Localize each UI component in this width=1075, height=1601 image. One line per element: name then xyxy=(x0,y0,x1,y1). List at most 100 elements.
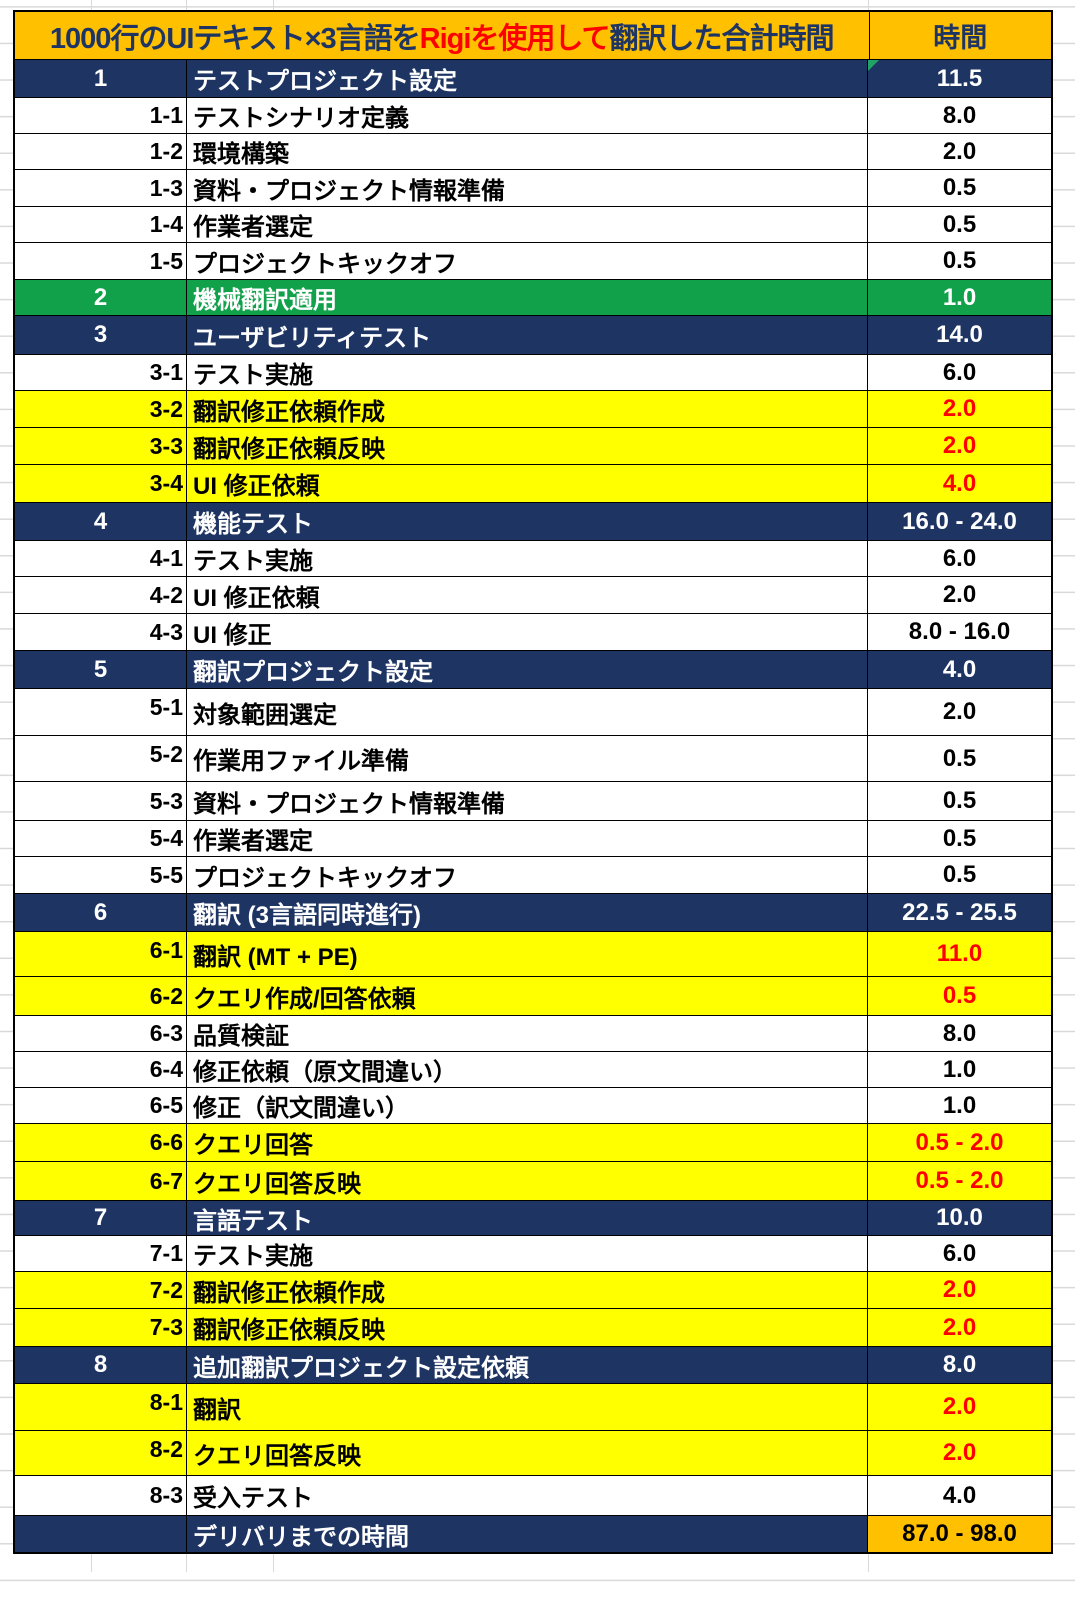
table-title-text: 1000行のUIテキスト×3言語を xyxy=(49,22,421,55)
table-row: 7-1 テスト実施 6.0 xyxy=(15,1236,1051,1272)
row-number-cell: 3-2 xyxy=(15,391,187,427)
time-cell: 2.0 xyxy=(868,1384,1051,1430)
task-label: デリバリまでの時間 xyxy=(193,1523,409,1551)
task-label: 翻訳修正依頼反映 xyxy=(193,435,385,463)
table-title: 1000行のUIテキスト×3言語を Rigiを使用して 翻訳した合計時間 xyxy=(15,12,870,59)
hours-value: 0.5 xyxy=(942,210,977,238)
row-number: 3-3 xyxy=(149,432,183,459)
task-cell: テスト実施 xyxy=(187,355,868,390)
task-cell: デリバリまでの時間 xyxy=(187,1516,868,1552)
hours-value: 11.0 xyxy=(936,940,983,967)
task-label: 機能テスト xyxy=(193,511,313,538)
table-row: 8-1 翻訳 2.0 xyxy=(15,1384,1051,1431)
row-number: 3-1 xyxy=(149,359,183,385)
hours-value: 4.0 xyxy=(942,1481,977,1509)
row-number-cell: 3 xyxy=(15,316,187,354)
hours-value: 10.0 xyxy=(936,1204,983,1231)
row-number-cell: 3-3 xyxy=(15,428,187,464)
task-cell: テストプロジェクト設定 xyxy=(187,60,868,97)
task-cell: 品質検証 xyxy=(187,1016,868,1051)
task-cell: 作業者選定 xyxy=(187,821,868,856)
row-number-cell: 6-6 xyxy=(15,1124,187,1161)
row-number: 3-2 xyxy=(149,395,183,422)
task-cell: UI 修正 xyxy=(187,614,868,650)
time-cell: 0.5 xyxy=(868,977,1051,1015)
hours-value: 0.5 xyxy=(942,824,977,852)
row-number-cell: 5 xyxy=(15,651,187,688)
hours-value: 6.0 xyxy=(942,1239,977,1267)
time-cell: 2.0 xyxy=(868,1272,1051,1308)
section-row: 8 追加翻訳プロジェクト設定依頼 8.0 xyxy=(15,1347,1051,1384)
task-label: 作業者選定 xyxy=(193,828,313,855)
row-number: 1-1 xyxy=(149,102,183,128)
hours-value: 8.0 xyxy=(942,1019,977,1047)
hours-value: 0.5 xyxy=(942,982,977,1009)
time-cell: 1.0 xyxy=(868,1052,1051,1087)
time-cell: 0.5 xyxy=(868,821,1051,856)
row-number: 7-1 xyxy=(149,1240,183,1266)
row-number-cell: 8-3 xyxy=(15,1476,187,1515)
table-row: 3-1 テスト実施 6.0 xyxy=(15,355,1051,391)
task-label: 修正依頼（原文間違い） xyxy=(193,1059,457,1086)
task-cell: 翻訳 (MT + PE) xyxy=(187,932,868,976)
section-row: 7 言語テスト 10.0 xyxy=(15,1201,1051,1236)
row-number: 7-2 xyxy=(149,1276,183,1303)
task-cell: 翻訳 xyxy=(187,1384,868,1430)
row-number: 6-6 xyxy=(149,1129,183,1155)
row-number: 4-2 xyxy=(149,581,183,608)
row-number-cell: 7-2 xyxy=(15,1272,187,1308)
row-number-cell: 1-5 xyxy=(15,243,187,279)
row-number-cell: 4 xyxy=(15,503,187,540)
time-cell: 6.0 xyxy=(868,355,1051,390)
table-row: 3-4 UI 修正依頼 4.0 xyxy=(15,465,1051,503)
time-cell: 2.0 xyxy=(868,391,1051,427)
row-number-cell: 1-3 xyxy=(15,170,187,206)
time-cell: 0.5 xyxy=(868,782,1051,820)
hours-value: 0.5 - 2.0 xyxy=(915,1128,1004,1156)
row-number-cell: 3-4 xyxy=(15,465,187,502)
task-label: 言語テスト xyxy=(193,1207,313,1235)
table-header-row: 1000行のUIテキスト×3言語を Rigiを使用して 翻訳した合計時間 時間 xyxy=(15,12,1051,60)
task-cell: クエリ回答反映 xyxy=(187,1162,868,1200)
time-cell: 1.0 xyxy=(868,1088,1051,1123)
row-number: 6-1 xyxy=(149,937,183,963)
row-number-cell: 7 xyxy=(15,1201,187,1235)
task-label: プロジェクトキックオフ xyxy=(193,250,457,278)
time-cell: 6.0 xyxy=(868,1236,1051,1271)
task-cell: 翻訳プロジェクト設定 xyxy=(187,651,868,688)
table-row: 1-5 プロジェクトキックオフ 0.5 xyxy=(15,243,1051,280)
time-cell: 8.0 xyxy=(868,1016,1051,1051)
row-number-cell: 5-1 xyxy=(15,689,187,735)
task-label: 品質検証 xyxy=(193,1023,289,1050)
task-label: 翻訳プロジェクト設定 xyxy=(193,659,433,686)
hours-value: 2.0 xyxy=(942,432,977,459)
hours-value: 14.0 xyxy=(936,321,983,348)
task-cell: 機械翻訳適用 xyxy=(187,280,868,315)
row-number-cell: 5-2 xyxy=(15,736,187,781)
row-number-cell: 4-3 xyxy=(15,614,187,650)
time-cell: 2.0 xyxy=(868,428,1051,464)
task-cell: UI 修正依頼 xyxy=(187,465,868,502)
hours-value: 6.0 xyxy=(942,544,977,572)
time-cell: 4.0 xyxy=(868,465,1051,502)
task-cell: 対象範囲選定 xyxy=(187,689,868,735)
table-row: 1-1 テストシナリオ定義 8.0 xyxy=(15,98,1051,134)
task-label: 受入テスト xyxy=(193,1485,313,1512)
task-label: 翻訳 xyxy=(193,1396,241,1424)
section-row: 1 テストプロジェクト設定 11.5 xyxy=(15,60,1051,98)
row-number: 1-4 xyxy=(149,211,183,237)
table-row: 1-2 環境構築 2.0 xyxy=(15,134,1051,170)
table-row: 6-5 修正（訳文間違い） 1.0 xyxy=(15,1088,1051,1124)
task-label: プロジェクトキックオフ xyxy=(193,864,457,892)
row-number: 5-1 xyxy=(149,694,183,720)
row-number: 1 xyxy=(93,64,108,92)
section-row: 3 ユーザビリティテスト 14.0 xyxy=(15,316,1051,355)
hours-value: 0.5 xyxy=(942,861,977,888)
table-row: 6-6 クエリ回答 0.5 - 2.0 xyxy=(15,1124,1051,1162)
time-cell: 0.5 - 2.0 xyxy=(868,1124,1051,1161)
time-cell: 11.0 xyxy=(868,932,1051,976)
table-row: 5-5 プロジェクトキックオフ 0.5 xyxy=(15,857,1051,894)
time-cell: 0.5 - 2.0 xyxy=(868,1162,1051,1200)
row-number: 4-3 xyxy=(149,618,183,645)
row-number: 8 xyxy=(93,1351,108,1378)
